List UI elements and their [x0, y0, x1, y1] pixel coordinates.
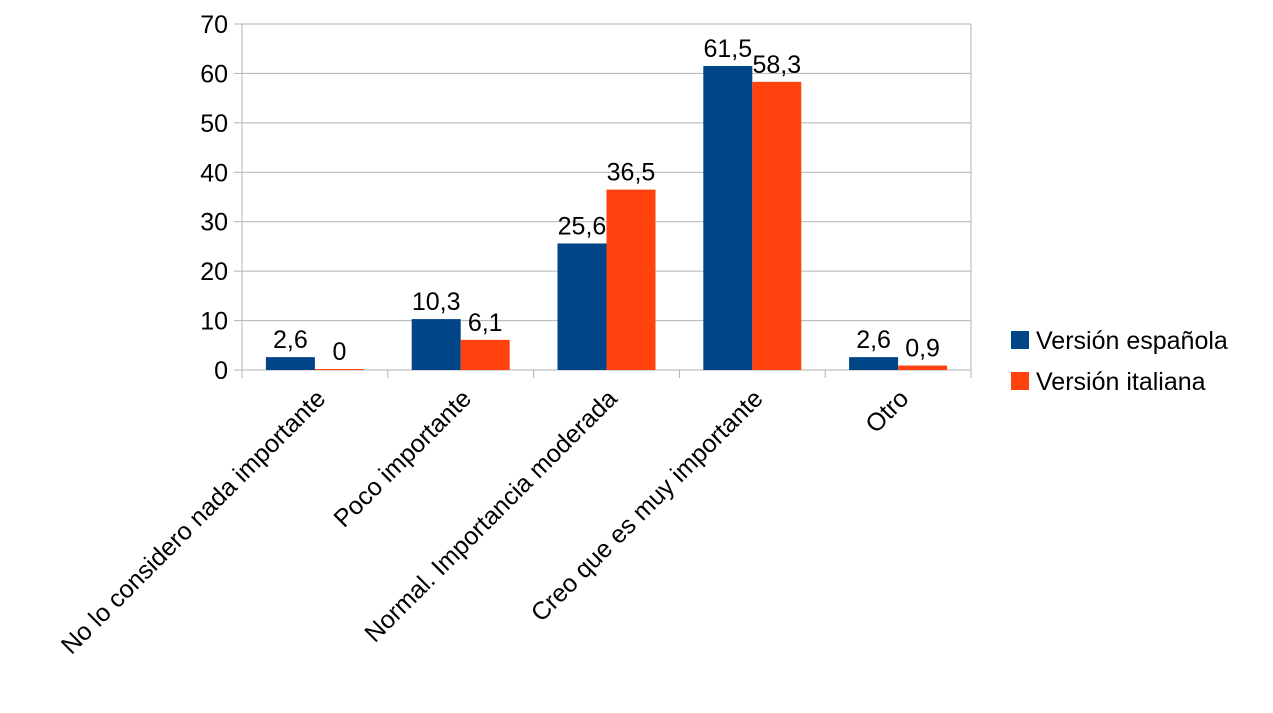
bar: [314, 369, 364, 370]
bar: [849, 357, 899, 370]
y-tick-label: 60: [200, 60, 228, 88]
data-label: 36,5: [607, 159, 656, 187]
x-tick-label: Poco importante: [328, 384, 477, 533]
y-tick-label: 20: [200, 258, 228, 286]
data-label: 0: [332, 338, 346, 366]
y-tick-label: 70: [200, 11, 228, 39]
legend-swatch: [1011, 331, 1029, 349]
legend-label: Versión española: [1036, 327, 1228, 355]
y-tick-label: 50: [200, 110, 228, 138]
bars: [265, 66, 948, 371]
bar: [460, 339, 510, 370]
data-label: 58,3: [752, 51, 801, 79]
legend: Versión española Versión italiana: [1011, 327, 1228, 396]
y-tick-label: 40: [200, 159, 228, 187]
bar: [265, 357, 315, 370]
x-tick-label: No lo considero nada importante: [56, 384, 331, 659]
y-tick-label: 0: [214, 357, 228, 385]
data-labels: 2,6 0 10,36,1 25,636,5 61,558,3 2,6 0,9: [273, 35, 940, 366]
legend-label: Versión italiana: [1036, 368, 1206, 396]
y-tick-label: 10: [200, 308, 228, 336]
data-label: 10,3: [412, 288, 461, 316]
bar: [411, 319, 461, 370]
data-label: 2,6: [856, 326, 891, 354]
x-tick-label: Normal. Importancia moderada: [359, 384, 623, 648]
x-tick-label: Otro: [860, 384, 914, 438]
data-label: 6,1: [468, 309, 503, 337]
data-label: 2,6: [273, 326, 308, 354]
bar: [557, 243, 607, 370]
y-tick-label: 30: [200, 209, 228, 237]
data-label: 25,6: [558, 212, 607, 240]
x-tick-label: Creo que es muy importante: [526, 384, 769, 627]
bar: [898, 365, 948, 370]
data-label: 61,5: [703, 35, 752, 63]
bar: [752, 81, 802, 371]
legend-swatch: [1011, 372, 1029, 390]
bar: [606, 189, 656, 370]
data-label: 0,9: [905, 335, 940, 363]
bar: [703, 66, 753, 370]
